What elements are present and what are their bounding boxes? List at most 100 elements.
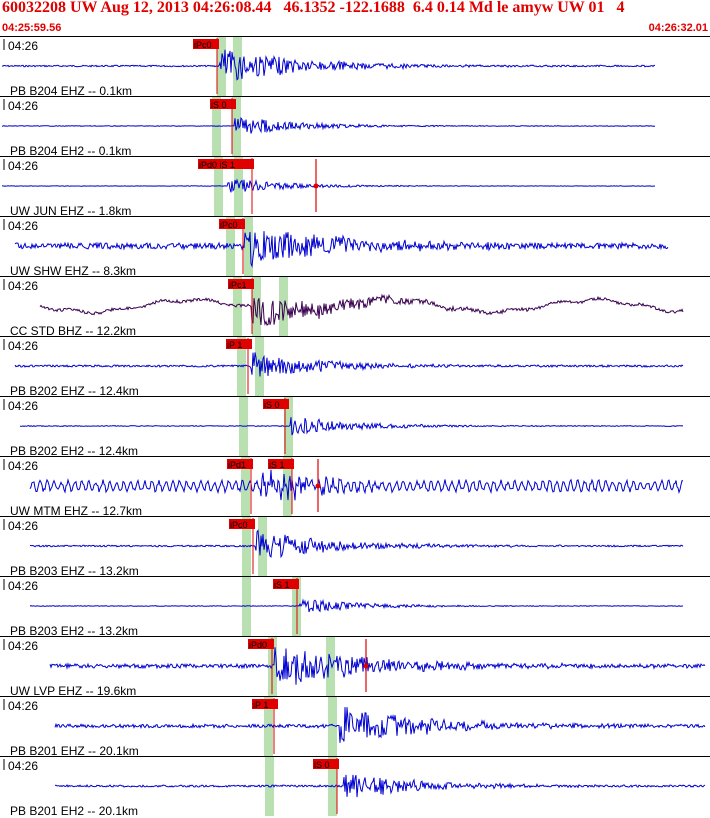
pick-label-box [268,459,294,469]
trace-panel: iPc0 04:26 PB B203 EHZ -- 13.2km [0,516,710,578]
pick-window-band [226,217,235,276]
trace-time-label: 04:26 [8,219,38,233]
pick-window-band [244,217,253,276]
pick-window-band [326,637,335,696]
waveform-trace [29,598,684,613]
waveform-trace [29,469,684,501]
trace-time-label: 04:26 [8,159,38,173]
pick-label: iS 1 [274,580,290,590]
pick-window-band [242,577,251,636]
pick-label: iP 1 [227,340,242,350]
pick-label: iPd0 [249,640,267,650]
trace-panel: iP 1 04:26 PB B201 EHZ -- 20.1km [0,696,710,758]
pick-label: iPc0 [194,40,212,50]
pick-window-band [232,97,241,156]
trace-time-label: 04:26 [8,399,38,413]
station-label: UW SHW EHZ -- 8.3km [10,264,136,278]
waveform-trace [19,417,684,436]
window-start-time: 04:25:59.56 [2,22,62,34]
pick-label-box [263,399,289,409]
event-title: 60032208 UW Aug 12, 2013 04:26:08.44 46.… [2,0,625,16]
pick-label: iPd0 iS 1 [199,160,235,170]
trace-panel: iPc0 04:26 UW SHW EHZ -- 8.3km [0,216,710,278]
trace-panel: iPd0 04:26 UW LVP EHZ -- 19.6km [0,636,710,698]
pick-label-box [229,519,255,529]
pick-label-box [198,159,254,169]
trace-time-label: 04:26 [8,519,38,533]
waveform-trace [54,774,706,798]
trace-time-label: 04:26 [8,699,38,713]
trace-time-label: 04:26 [8,339,38,353]
coda-marker-dot [363,663,369,669]
station-label: UW MTM EHZ -- 12.7km [10,504,142,518]
pick-label-box [193,39,219,49]
waveform-trace [49,647,706,685]
pick-window-band [214,157,223,216]
pick-label-box [226,339,252,349]
trace-time-label: 04:26 [8,39,38,53]
trace-panel: iS 0 04:26 PB B202 EH2 -- 12.4km [0,396,710,458]
pick-label: iS 0 [314,760,330,770]
pick-window-band [252,277,261,336]
trace-panel: iS 1 04:26 PB B203 EH2 -- 13.2km [0,576,710,638]
trace-time-label: 04:26 [8,99,38,113]
waveform-trace [29,529,684,559]
station-label: PB B201 EH2 -- 20.1km [10,804,138,818]
trace-panel: iPd0 iS 1 04:26 UW JUN EHZ -- 1.8km [0,156,710,218]
pick-label: iPc0 [220,220,238,230]
coda-marker-dot [315,483,321,489]
pick-window-band [279,277,288,336]
station-label: CC STD BHZ -- 12.2km [10,324,136,338]
trace-panel: iP 1 04:26 PB B202 EHZ -- 12.4km [0,336,710,398]
pick-label: iPd1 [228,460,246,470]
pick-window-band [258,517,267,576]
pick-label: iPc1 [229,280,247,290]
pick-window-band [233,277,242,336]
trace-panel: iS 0 04:26 PB B201 EH2 -- 20.1km [0,756,710,818]
pick-window-band [283,457,292,516]
pick-label-box [210,99,236,109]
station-label: PB B203 EHZ -- 13.2km [10,564,139,578]
station-label: PB B204 EHZ -- 0.1km [10,84,132,98]
seismogram-header: 60032208 UW Aug 12, 2013 04:26:08.44 46.… [0,0,710,36]
station-label: PB B204 EH2 -- 0.1km [10,144,131,158]
trace-time-label: 04:26 [8,639,38,653]
trace-panel: iS 0 04:26 PB B204 EH2 -- 0.1km [0,96,710,158]
trace-time-label: 04:26 [8,759,38,773]
pick-label: iS 0 [211,100,227,110]
pick-label: iPc0 [230,520,248,530]
waveform-trace [14,352,684,377]
waveform-trace [54,707,706,743]
pick-window-band [328,697,337,756]
waveform-trace [2,178,656,193]
waveform-trace [14,231,669,268]
waveform-trace [1,116,656,134]
waveform-trace [39,293,684,326]
station-label: UW LVP EHZ -- 19.6km [10,684,136,698]
trace-panel: iPd1 iS 1 04:26 UW MTM EHZ -- 12.7km [0,456,710,518]
waveform-trace [1,49,655,81]
trace-time-label: 04:26 [8,279,38,293]
pick-label: iS 1 [269,460,285,470]
station-label: PB B201 EHZ -- 20.1km [10,744,139,758]
trace-time-label: 04:26 [8,579,38,593]
station-label: PB B203 EH2 -- 13.2km [10,624,138,638]
pick-label-box [248,639,274,649]
trace-panel: iPc0 04:26 PB B204 EHZ -- 0.1km [0,36,710,98]
pick-label-box [219,219,245,229]
station-label: UW JUN EHZ -- 1.8km [10,204,131,218]
station-label: PB B202 EH2 -- 12.4km [10,444,138,458]
pick-label-box [227,459,253,469]
pick-label-box [273,579,299,589]
pick-label: iS 0 [264,400,280,410]
pick-label-box [252,699,278,709]
pick-window-band [233,37,242,96]
pick-label: iP 1 [253,700,268,710]
trace-time-label: 04:26 [8,459,38,473]
window-end-time: 04:26:32.01 [648,22,708,34]
coda-marker-dot [313,183,319,189]
pick-label-box [228,279,254,289]
pick-label-box [313,759,339,769]
station-label: PB B202 EHZ -- 12.4km [10,384,139,398]
